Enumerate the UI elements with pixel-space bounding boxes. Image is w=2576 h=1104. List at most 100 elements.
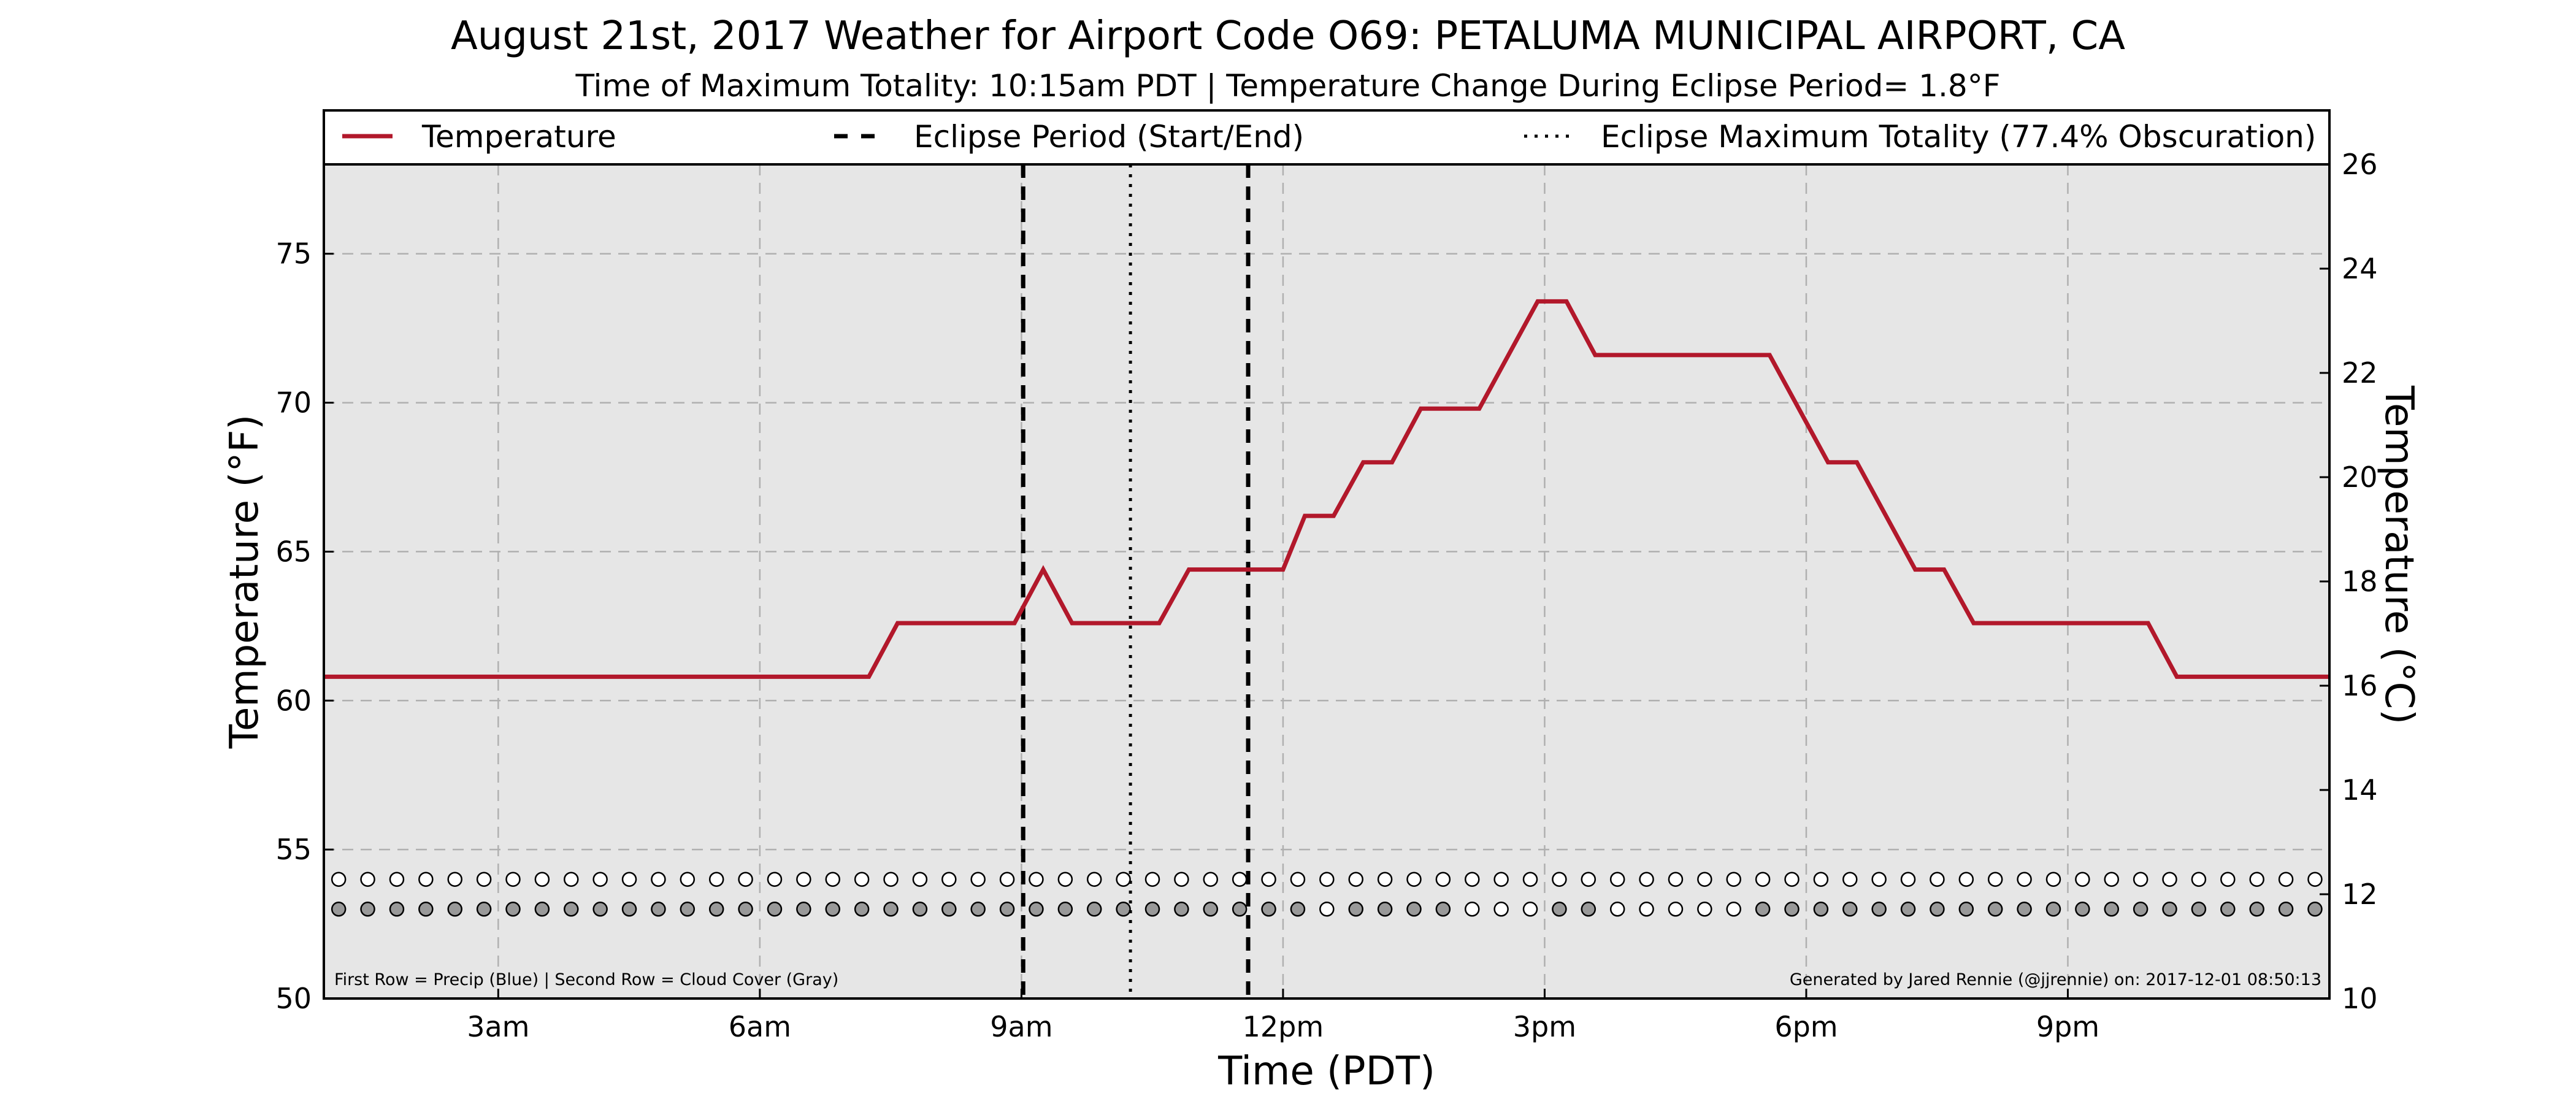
cloud-cover-marker (2249, 902, 2264, 917)
precip-marker (1406, 872, 1422, 887)
precip-marker (1057, 872, 1073, 887)
cloud-cover-marker (912, 902, 928, 917)
x-tick-label: 9am (990, 1010, 1052, 1043)
cloud-cover-marker (767, 902, 783, 917)
cloud-cover-marker (1900, 902, 1916, 917)
precip-marker (621, 872, 637, 887)
cloud-cover-marker (564, 902, 579, 917)
y-right-tick-label: 12 (2342, 878, 2378, 911)
legend-eclipse-max-label: Eclipse Maximum Totality (77.4% Obscurat… (1601, 119, 2316, 155)
precip-marker (1144, 872, 1160, 887)
precip-marker (1900, 872, 1916, 887)
cloud-cover-marker (2307, 902, 2323, 917)
x-tick-label: 3pm (1513, 1010, 1576, 1043)
x-tick-label: 9pm (2036, 1010, 2099, 1043)
legend: Temperature Eclipse Period (Start/End) E… (323, 109, 2331, 166)
cloud-cover-marker (2220, 902, 2236, 917)
x-tick-label: 3am (467, 1010, 529, 1043)
cloud-cover-marker (1522, 902, 1538, 917)
precip-marker (1639, 872, 1654, 887)
cloud-cover-marker (1784, 902, 1800, 917)
precip-marker (1987, 872, 2003, 887)
precip-marker (883, 872, 899, 887)
precip-marker (1930, 872, 1945, 887)
precip-marker (1784, 872, 1800, 887)
cloud-cover-marker (1261, 902, 1276, 917)
y-tick-label: 65 (275, 535, 312, 568)
cloud-cover-marker (389, 902, 405, 917)
precip-marker (1203, 872, 1219, 887)
cloud-cover-marker (1057, 902, 1073, 917)
cloud-cover-marker (1755, 902, 1771, 917)
precip-marker (970, 872, 986, 887)
precip-marker (1493, 872, 1509, 887)
cloud-cover-marker (1290, 902, 1306, 917)
cloud-cover-marker (447, 902, 462, 917)
precip-marker (854, 872, 870, 887)
cloud-cover-marker (1639, 902, 1654, 917)
cloud-cover-marker (1174, 902, 1189, 917)
y-right-tick-label: 22 (2342, 356, 2378, 389)
y-right-tick-label: 24 (2342, 252, 2378, 285)
precip-marker (1029, 872, 1044, 887)
y-right-tick-label: 26 (2342, 148, 2378, 181)
cloud-cover-marker (854, 902, 870, 917)
cloud-cover-marker (1552, 902, 1567, 917)
precip-marker (1290, 872, 1306, 887)
precip-marker (2191, 872, 2207, 887)
precip-marker (1261, 872, 1276, 887)
precip-marker (476, 872, 492, 887)
y-tick-label: 60 (275, 684, 312, 717)
y-tick-label: 55 (275, 833, 312, 866)
cloud-cover-marker (883, 902, 899, 917)
precip-marker (1552, 872, 1567, 887)
footnote-legend-rows: First Row = Precip (Blue) | Second Row =… (334, 970, 838, 989)
precip-marker (1726, 872, 1741, 887)
precip-marker (1871, 872, 1887, 887)
precip-marker (505, 872, 521, 887)
y-tick-label: 75 (275, 237, 312, 270)
cloud-cover-marker (1406, 902, 1422, 917)
cloud-cover-marker (1493, 902, 1509, 917)
precip-marker (2104, 872, 2119, 887)
cloud-cover-marker (825, 902, 840, 917)
legend-eclipse-period-label: Eclipse Period (Start/End) (914, 119, 1304, 155)
plot-background (324, 164, 2329, 999)
precip-marker (1813, 872, 1829, 887)
precip-marker (1842, 872, 1858, 887)
cloud-cover-marker (2017, 902, 2032, 917)
precip-marker (534, 872, 550, 887)
cloud-cover-marker (2075, 902, 2090, 917)
precip-marker (680, 872, 696, 887)
marker-layer (331, 872, 2323, 917)
cloud-cover-marker (1116, 902, 1131, 917)
precip-marker (941, 872, 957, 887)
x-axis-label: Time (PDT) (1217, 1049, 1435, 1094)
cloud-cover-marker (2045, 902, 2061, 917)
precip-marker (2045, 872, 2061, 887)
cloud-cover-marker (2278, 902, 2294, 917)
precip-marker (2307, 872, 2323, 887)
x-tick-label: 12pm (1243, 1010, 1324, 1043)
precip-marker (564, 872, 579, 887)
cloud-cover-marker (592, 902, 608, 917)
legend-box (323, 109, 2331, 166)
cloud-cover-marker (1464, 902, 1480, 917)
precip-marker (360, 872, 375, 887)
precip-marker (1958, 872, 1974, 887)
y-right-tick-label: 16 (2342, 669, 2378, 702)
y-tick-label: 70 (275, 386, 312, 420)
precip-marker (1755, 872, 1771, 887)
y-tick-label: 50 (275, 982, 312, 1015)
cloud-cover-marker (738, 902, 753, 917)
cloud-cover-marker (941, 902, 957, 917)
precip-marker (825, 872, 840, 887)
precip-marker (1464, 872, 1480, 887)
precip-marker (2249, 872, 2264, 887)
precip-marker (999, 872, 1015, 887)
cloud-cover-marker (1813, 902, 1829, 917)
cloud-cover-marker (1609, 902, 1625, 917)
temperature-line (324, 299, 2329, 679)
cloud-cover-marker (1987, 902, 2003, 917)
